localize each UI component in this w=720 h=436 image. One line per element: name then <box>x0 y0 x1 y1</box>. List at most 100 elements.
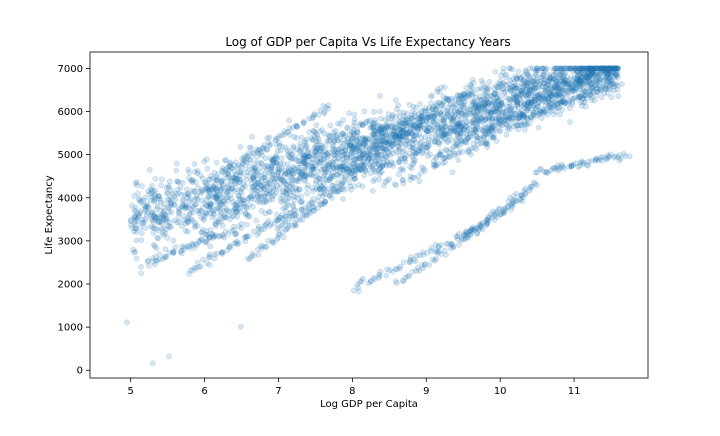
scatter-point <box>332 127 339 134</box>
scatter-point <box>597 76 603 82</box>
scatter-point <box>370 122 376 129</box>
scatter-point <box>534 79 540 85</box>
scatter-point <box>270 156 276 163</box>
scatter-point <box>529 86 536 92</box>
scatter-point <box>331 165 337 172</box>
scatter-point <box>154 234 161 241</box>
scatter-point <box>410 124 417 130</box>
scatter-point <box>132 225 139 232</box>
scatter-point <box>572 80 578 86</box>
scatter-point <box>165 223 172 229</box>
scatter-point <box>310 173 317 179</box>
scatter-point <box>546 106 553 113</box>
scatter-point <box>305 207 312 214</box>
scatter-point <box>483 86 490 93</box>
scatter-point <box>465 108 472 115</box>
scatter-point <box>450 243 457 250</box>
scatter-point <box>165 204 172 211</box>
scatter-point <box>468 103 475 109</box>
scatter-point <box>389 113 396 120</box>
scatter-point <box>521 83 528 90</box>
scatter-point <box>399 123 405 130</box>
scatter-point <box>242 183 249 189</box>
scatter-point <box>532 90 539 97</box>
scatter-point <box>238 169 245 176</box>
scatter-point <box>501 88 508 95</box>
scatter-point <box>217 188 224 194</box>
scatter-point <box>448 125 455 131</box>
scatter-point <box>362 145 368 152</box>
scatter-point <box>497 77 504 84</box>
scatter-point <box>444 137 451 144</box>
scatter-point <box>501 114 507 120</box>
scatter-point <box>140 197 147 204</box>
scatter-point <box>150 212 157 219</box>
scatter-point <box>330 149 337 155</box>
scatter-point <box>331 137 337 144</box>
scatter-point <box>291 197 298 204</box>
scatter-point <box>165 196 171 203</box>
scatter-point <box>149 194 156 201</box>
scatter-point <box>434 122 441 128</box>
scatter-point <box>429 106 436 113</box>
scatter-point <box>359 183 366 190</box>
scatter-point <box>590 65 597 72</box>
scatter-point <box>553 78 560 85</box>
scatter-point <box>581 87 588 94</box>
scatter-point <box>146 263 152 269</box>
scatter-point <box>413 131 420 138</box>
y-tick-label: 1000 <box>58 323 83 334</box>
scatter-point <box>206 206 213 213</box>
scatter-point <box>543 87 550 93</box>
scatter-point <box>306 153 313 160</box>
scatter-point <box>271 192 277 199</box>
scatter-point <box>558 87 565 94</box>
scatter-point <box>449 169 456 176</box>
scatter-point <box>485 86 492 92</box>
scatter-point <box>185 218 192 225</box>
scatter-point <box>526 76 533 82</box>
scatter-point <box>164 190 171 196</box>
scatter-point <box>318 145 325 151</box>
scatter-point <box>478 96 485 103</box>
scatter-point <box>258 207 265 214</box>
scatter-point <box>306 129 313 135</box>
scatter-point <box>389 123 395 130</box>
scatter-point <box>498 97 504 104</box>
scatter-point <box>399 133 406 140</box>
scatter-point <box>495 83 502 90</box>
scatter-point <box>160 230 166 236</box>
scatter-point <box>199 175 206 182</box>
scatter-point <box>397 118 403 125</box>
scatter-point <box>482 100 489 107</box>
scatter-point <box>506 126 513 132</box>
scatter-point <box>591 83 597 90</box>
scatter-point <box>352 166 359 172</box>
scatter-point <box>383 153 390 160</box>
scatter-point <box>305 148 312 154</box>
scatter-point <box>350 131 357 138</box>
scatter-point <box>394 280 400 286</box>
scatter-point <box>410 103 417 110</box>
scatter-point <box>605 66 612 73</box>
scatter-point <box>273 160 280 167</box>
scatter-point <box>419 150 426 157</box>
scatter-point <box>581 88 588 95</box>
scatter-point <box>507 65 514 72</box>
scatter-point <box>160 208 167 215</box>
scatter-point <box>376 127 383 134</box>
scatter-point <box>515 103 521 110</box>
scatter-point <box>530 84 537 91</box>
scatter-point <box>268 176 275 183</box>
scatter-point <box>374 123 381 129</box>
scatter-point <box>482 90 489 97</box>
scatter-point <box>572 65 578 72</box>
scatter-point <box>147 215 154 222</box>
scatter-point <box>435 139 441 146</box>
scatter-point <box>354 156 361 162</box>
scatter-point <box>510 95 517 102</box>
scatter-point <box>435 120 442 127</box>
scatter-point <box>330 165 337 171</box>
scatter-point <box>210 175 217 182</box>
